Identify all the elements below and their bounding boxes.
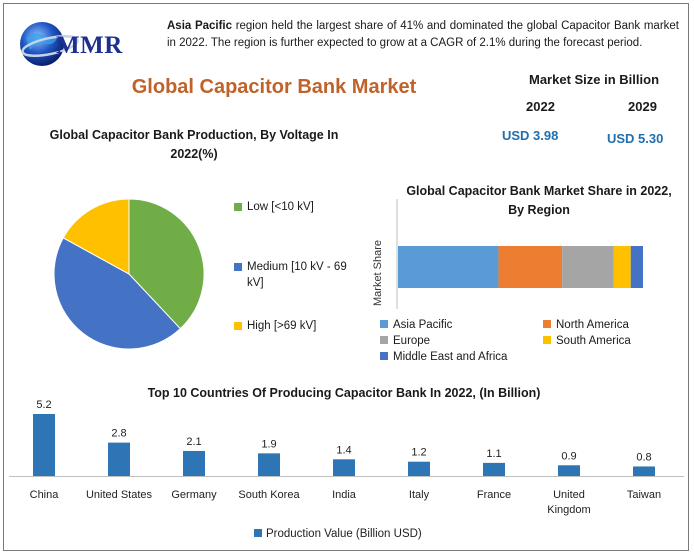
bar-china bbox=[33, 414, 55, 476]
bar-value-label: 0.8 bbox=[636, 451, 651, 463]
region-legend-item: Europe bbox=[380, 333, 430, 349]
bar-italy bbox=[408, 461, 430, 476]
bar-value-label: 1.1 bbox=[486, 448, 501, 460]
intro-highlight: Asia Pacific bbox=[167, 20, 233, 32]
pie-legend-item: Medium [10 kV - 69 kV] bbox=[234, 259, 364, 291]
bar-south-korea bbox=[258, 453, 280, 476]
market-size-year-2029: 2029 bbox=[628, 99, 657, 114]
bar-value-label: 1.2 bbox=[411, 447, 426, 459]
region-legend-item: North America bbox=[543, 317, 629, 333]
bar-united-states bbox=[108, 442, 130, 476]
bar-value-label: 2.8 bbox=[111, 428, 126, 440]
bar-value-label: 2.1 bbox=[186, 436, 201, 448]
pie-chart bbox=[53, 198, 205, 350]
category-label: India bbox=[332, 489, 357, 501]
countries-legend-label: Production Value (Billion USD) bbox=[266, 528, 422, 540]
region-legend-item: Asia Pacific bbox=[380, 317, 452, 333]
pie-slice-medium-10-kv-69-kv bbox=[53, 237, 182, 350]
legend-label: Middle East and Africa bbox=[393, 351, 508, 363]
legend-label: Europe bbox=[393, 335, 431, 347]
region-share-chart: Market Share bbox=[372, 199, 643, 309]
legend-swatch bbox=[380, 320, 388, 328]
category-label: United Kingdom bbox=[547, 489, 590, 516]
legend-swatch bbox=[254, 529, 262, 537]
bar-value-label: 5.2 bbox=[36, 399, 51, 411]
pie-chart-title: Global Capacitor Bank Production, By Vol… bbox=[49, 128, 339, 161]
category-label: South Korea bbox=[238, 489, 300, 501]
market-size-title: Market Size in Billion bbox=[528, 72, 660, 87]
legend-label: South America bbox=[556, 335, 631, 347]
pie-slice-high-69-kv bbox=[62, 198, 130, 275]
page-title: Global Capacitor Bank Market bbox=[131, 76, 417, 98]
bar-value-label: 1.9 bbox=[261, 438, 276, 450]
intro-text: region held the largest share of 41% and… bbox=[167, 20, 679, 49]
infographic-frame: MMR Asia Pacific region held the largest… bbox=[3, 3, 689, 551]
legend-swatch bbox=[234, 203, 242, 211]
bar-value-label: 1.4 bbox=[336, 444, 351, 456]
region-segment-europe bbox=[562, 246, 614, 288]
legend-label: Low [<10 kV] bbox=[247, 201, 314, 213]
region-chart-title: Global Capacitor Bank Market Share in 20… bbox=[406, 184, 672, 217]
bar-france bbox=[483, 462, 505, 476]
bar-value-label: 0.9 bbox=[561, 450, 576, 462]
pie-legend-item: High [>69 kV] bbox=[234, 318, 364, 334]
legend-label: North America bbox=[556, 319, 629, 331]
logo-text: MMR bbox=[56, 32, 123, 59]
bar-united-kingdom bbox=[558, 465, 580, 476]
legend-swatch bbox=[543, 320, 551, 328]
market-size-year-2022: 2022 bbox=[526, 99, 555, 114]
legend-label: Asia Pacific bbox=[393, 319, 453, 331]
legend-swatch bbox=[234, 263, 242, 271]
market-size-value-2022: USD 3.98 bbox=[502, 128, 559, 143]
region-segment-south-america bbox=[613, 246, 631, 288]
region-legend-item: South America bbox=[543, 333, 631, 349]
region-segment-middle-east-and-africa bbox=[630, 246, 643, 288]
mmr-globe-logo-icon bbox=[20, 22, 79, 66]
legend-label: High [>69 kV] bbox=[247, 320, 317, 332]
legend-swatch bbox=[380, 336, 388, 344]
market-size-value-2029: USD 5.30 bbox=[607, 131, 664, 146]
region-y-axis-label: Market Share bbox=[372, 240, 384, 306]
pie-slice-low-10-kv bbox=[128, 198, 205, 330]
legend-swatch bbox=[543, 336, 551, 344]
category-label: Taiwan bbox=[627, 489, 661, 501]
category-label: Germany bbox=[171, 489, 217, 501]
legend-swatch bbox=[234, 322, 242, 330]
category-label: United States bbox=[86, 489, 153, 501]
intro-paragraph: Asia Pacific region held the largest sha… bbox=[167, 18, 679, 52]
legend-swatch bbox=[380, 352, 388, 360]
category-label: China bbox=[30, 489, 60, 501]
pie-legend-item: Low [<10 kV] bbox=[234, 199, 364, 215]
bar-taiwan bbox=[633, 466, 655, 476]
countries-bar-chart: 5.2 China 2.8 United States 2.1 Germany 1.9 Sou… bbox=[9, 399, 684, 540]
bar-india bbox=[333, 459, 355, 476]
region-legend-item: Middle East and Africa bbox=[380, 349, 507, 365]
category-label: France bbox=[477, 489, 511, 501]
countries-chart-title: Top 10 Countries Of Producing Capacitor … bbox=[147, 386, 541, 400]
region-segment-north-america bbox=[498, 246, 563, 288]
bar-germany bbox=[183, 450, 205, 476]
legend-label: Medium [10 kV - 69 kV] bbox=[247, 261, 347, 289]
region-segment-asia-pacific bbox=[398, 246, 499, 288]
category-label: Italy bbox=[409, 489, 430, 501]
